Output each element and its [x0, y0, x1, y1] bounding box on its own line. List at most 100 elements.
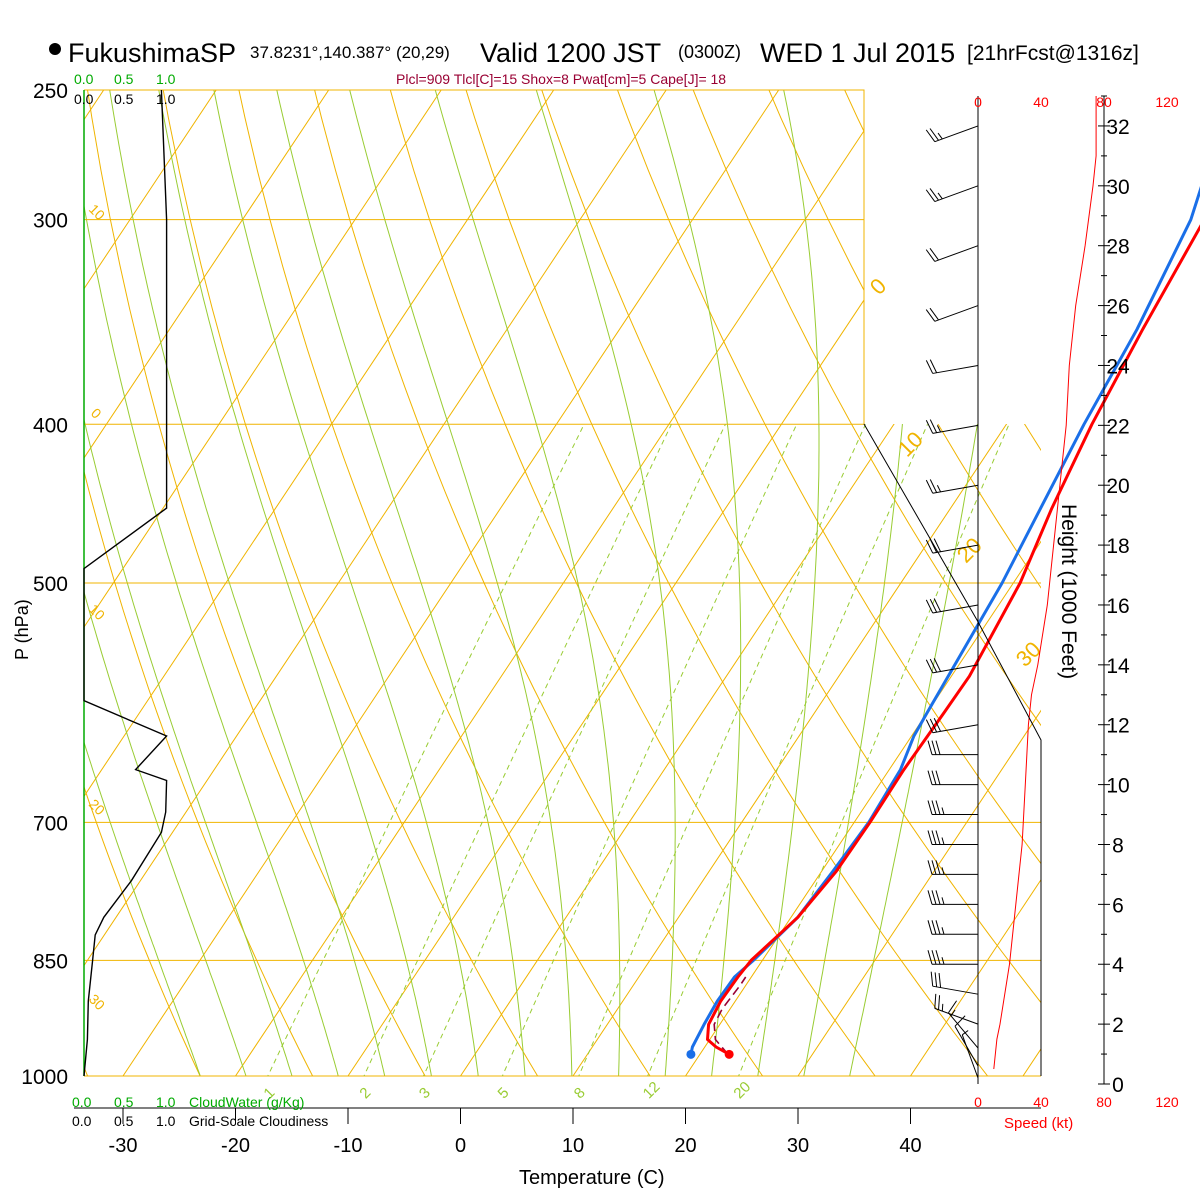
speed-tick-bottom: 120 — [1155, 1094, 1179, 1110]
wind-barb — [925, 359, 979, 374]
temperature-tick-label: 10 — [562, 1135, 584, 1157]
temperature-tick-label: 20 — [674, 1135, 696, 1157]
height-tick-label: 30 — [1106, 176, 1129, 199]
valid-time: Valid 1200 JST — [480, 38, 661, 68]
moist-adiabat — [109, 90, 183, 424]
isotherm — [1136, 90, 1200, 1076]
isotherm — [1136, 90, 1200, 1076]
wind-barb — [925, 125, 979, 143]
cloud-scale-green-2b: 1.0 — [156, 1094, 176, 1110]
moist-adiabat — [349, 90, 449, 424]
cloud-scale-green-2: 1.0 — [156, 71, 176, 87]
moist-adiabat — [803, 424, 903, 1076]
wind-barb — [927, 800, 978, 816]
speed-tick-bottom: 40 — [1033, 1094, 1049, 1110]
speed-tick-bottom: 80 — [1096, 1094, 1112, 1110]
wind-panel: 0246810121416182022242628303200404080801… — [863, 94, 1179, 1110]
dry-adiabat — [158, 424, 426, 1076]
dry-adiabat — [389, 90, 506, 424]
dewpoint-trace — [689, 186, 1200, 1055]
valid-date: WED 1 Jul 2015 — [760, 38, 955, 68]
speed-tick-top: 80 — [1096, 94, 1112, 110]
dry-adiabat — [591, 424, 989, 1076]
moist-adiabat — [368, 424, 526, 1076]
wind-barb — [934, 993, 979, 1025]
temperature-tick-label: -20 — [221, 1135, 250, 1157]
height-tick-label: 6 — [1112, 894, 1124, 917]
mixing-ratio-line — [267, 424, 585, 1076]
y-axis-label: P (hPa) — [12, 599, 32, 660]
isotherm — [668, 129, 864, 424]
moist-adiabat — [630, 424, 676, 1076]
sounding-indices: Plcl=909 Tlcl[C]=15 Shox=8 Pwat[cm]=5 Ca… — [396, 71, 726, 87]
surface-dewpoint-dot — [686, 1049, 696, 1059]
mixing-ratio-label: 3 — [416, 1084, 434, 1102]
mixing-ratio-line — [738, 424, 1010, 1076]
moist-adiabat — [276, 90, 370, 424]
moist-adiabat — [181, 424, 386, 1076]
parcel-trace — [713, 976, 747, 1055]
pressure-tick-label: 850 — [33, 950, 68, 973]
moist-adiabat — [757, 424, 820, 1076]
temperature-tick-label: 30 — [787, 1135, 809, 1157]
isotherm-label: 0 — [865, 273, 891, 299]
speed-trace — [993, 96, 1097, 1070]
mixing-ratio-label: 8 — [571, 1084, 589, 1102]
dry-adiabat — [848, 0, 1200, 1104]
height-tick-label: 28 — [1106, 236, 1129, 259]
forecast-info: [21hrFcst@1316z] — [967, 42, 1139, 65]
wind-barb — [927, 920, 978, 935]
moist-adiabat — [84, 740, 201, 1076]
cloud-scale-green-0b: 0.0 — [72, 1094, 92, 1110]
cloud-scale-black-2b: 1.0 — [156, 1113, 176, 1129]
dry-adiabat — [616, 90, 766, 424]
isotherm-label: 30 — [1011, 637, 1046, 672]
height-axis-label: Height (1000 Feet) — [1057, 504, 1080, 679]
dry-adiabat — [87, 90, 160, 424]
dry-adiabat — [1132, 0, 1200, 1104]
wind-barb — [927, 740, 978, 756]
mixing-ratio-line — [363, 424, 672, 1076]
pressure-tick-label: 1000 — [21, 1066, 68, 1089]
cloudiness-label: Grid-Scale Cloudiness — [189, 1113, 328, 1129]
cloud-scale-green-1: 0.5 — [114, 71, 134, 87]
wind-barb — [925, 305, 979, 322]
moist-adiabat — [84, 590, 247, 1076]
dry-adiabat — [692, 90, 853, 424]
surface-temperature-dot — [724, 1049, 734, 1059]
pressure-tick-label: 250 — [33, 80, 68, 103]
moist-adiabat — [130, 424, 339, 1076]
isotherm — [910, 878, 1041, 1076]
temperature-tick-label: -30 — [109, 1135, 138, 1157]
wind-barb — [927, 770, 978, 786]
dry-adiabat — [84, 785, 201, 1076]
mixing-ratio-label: 2 — [356, 1084, 374, 1102]
moist-adiabat — [84, 203, 132, 424]
isotherm — [218, 90, 442, 424]
dry-adiabat — [417, 424, 764, 1076]
grid-upper — [0, 0, 1200, 1111]
speed-tick-top: 120 — [1155, 94, 1179, 110]
temperature-tick-label: 40 — [899, 1135, 921, 1157]
height-tick-label: 2 — [1112, 1014, 1124, 1037]
panel-connector — [863, 423, 1042, 1076]
dry-adiabat — [541, 90, 679, 424]
wind-barb — [925, 718, 979, 734]
wind-barb — [925, 658, 979, 674]
mixing-ratio-label: 5 — [495, 1084, 513, 1102]
dry-adiabat — [504, 424, 876, 1076]
temperature-tick-label: 0 — [455, 1135, 466, 1157]
moist-adiabat — [0, 61, 212, 1111]
moist-adiabat — [783, 90, 820, 424]
speed-axis-label: Speed (kt) — [1004, 1115, 1073, 1132]
dry-adiabat — [1132, 0, 1200, 1104]
wind-barb — [954, 1015, 979, 1067]
wind-barb — [925, 598, 979, 614]
height-tick-label: 16 — [1106, 595, 1129, 618]
moist-adiabat — [447, 424, 573, 1076]
dry-adiabat — [1061, 0, 1200, 1104]
pressure-tick-label: 700 — [33, 812, 68, 835]
station-dot — [49, 43, 61, 55]
